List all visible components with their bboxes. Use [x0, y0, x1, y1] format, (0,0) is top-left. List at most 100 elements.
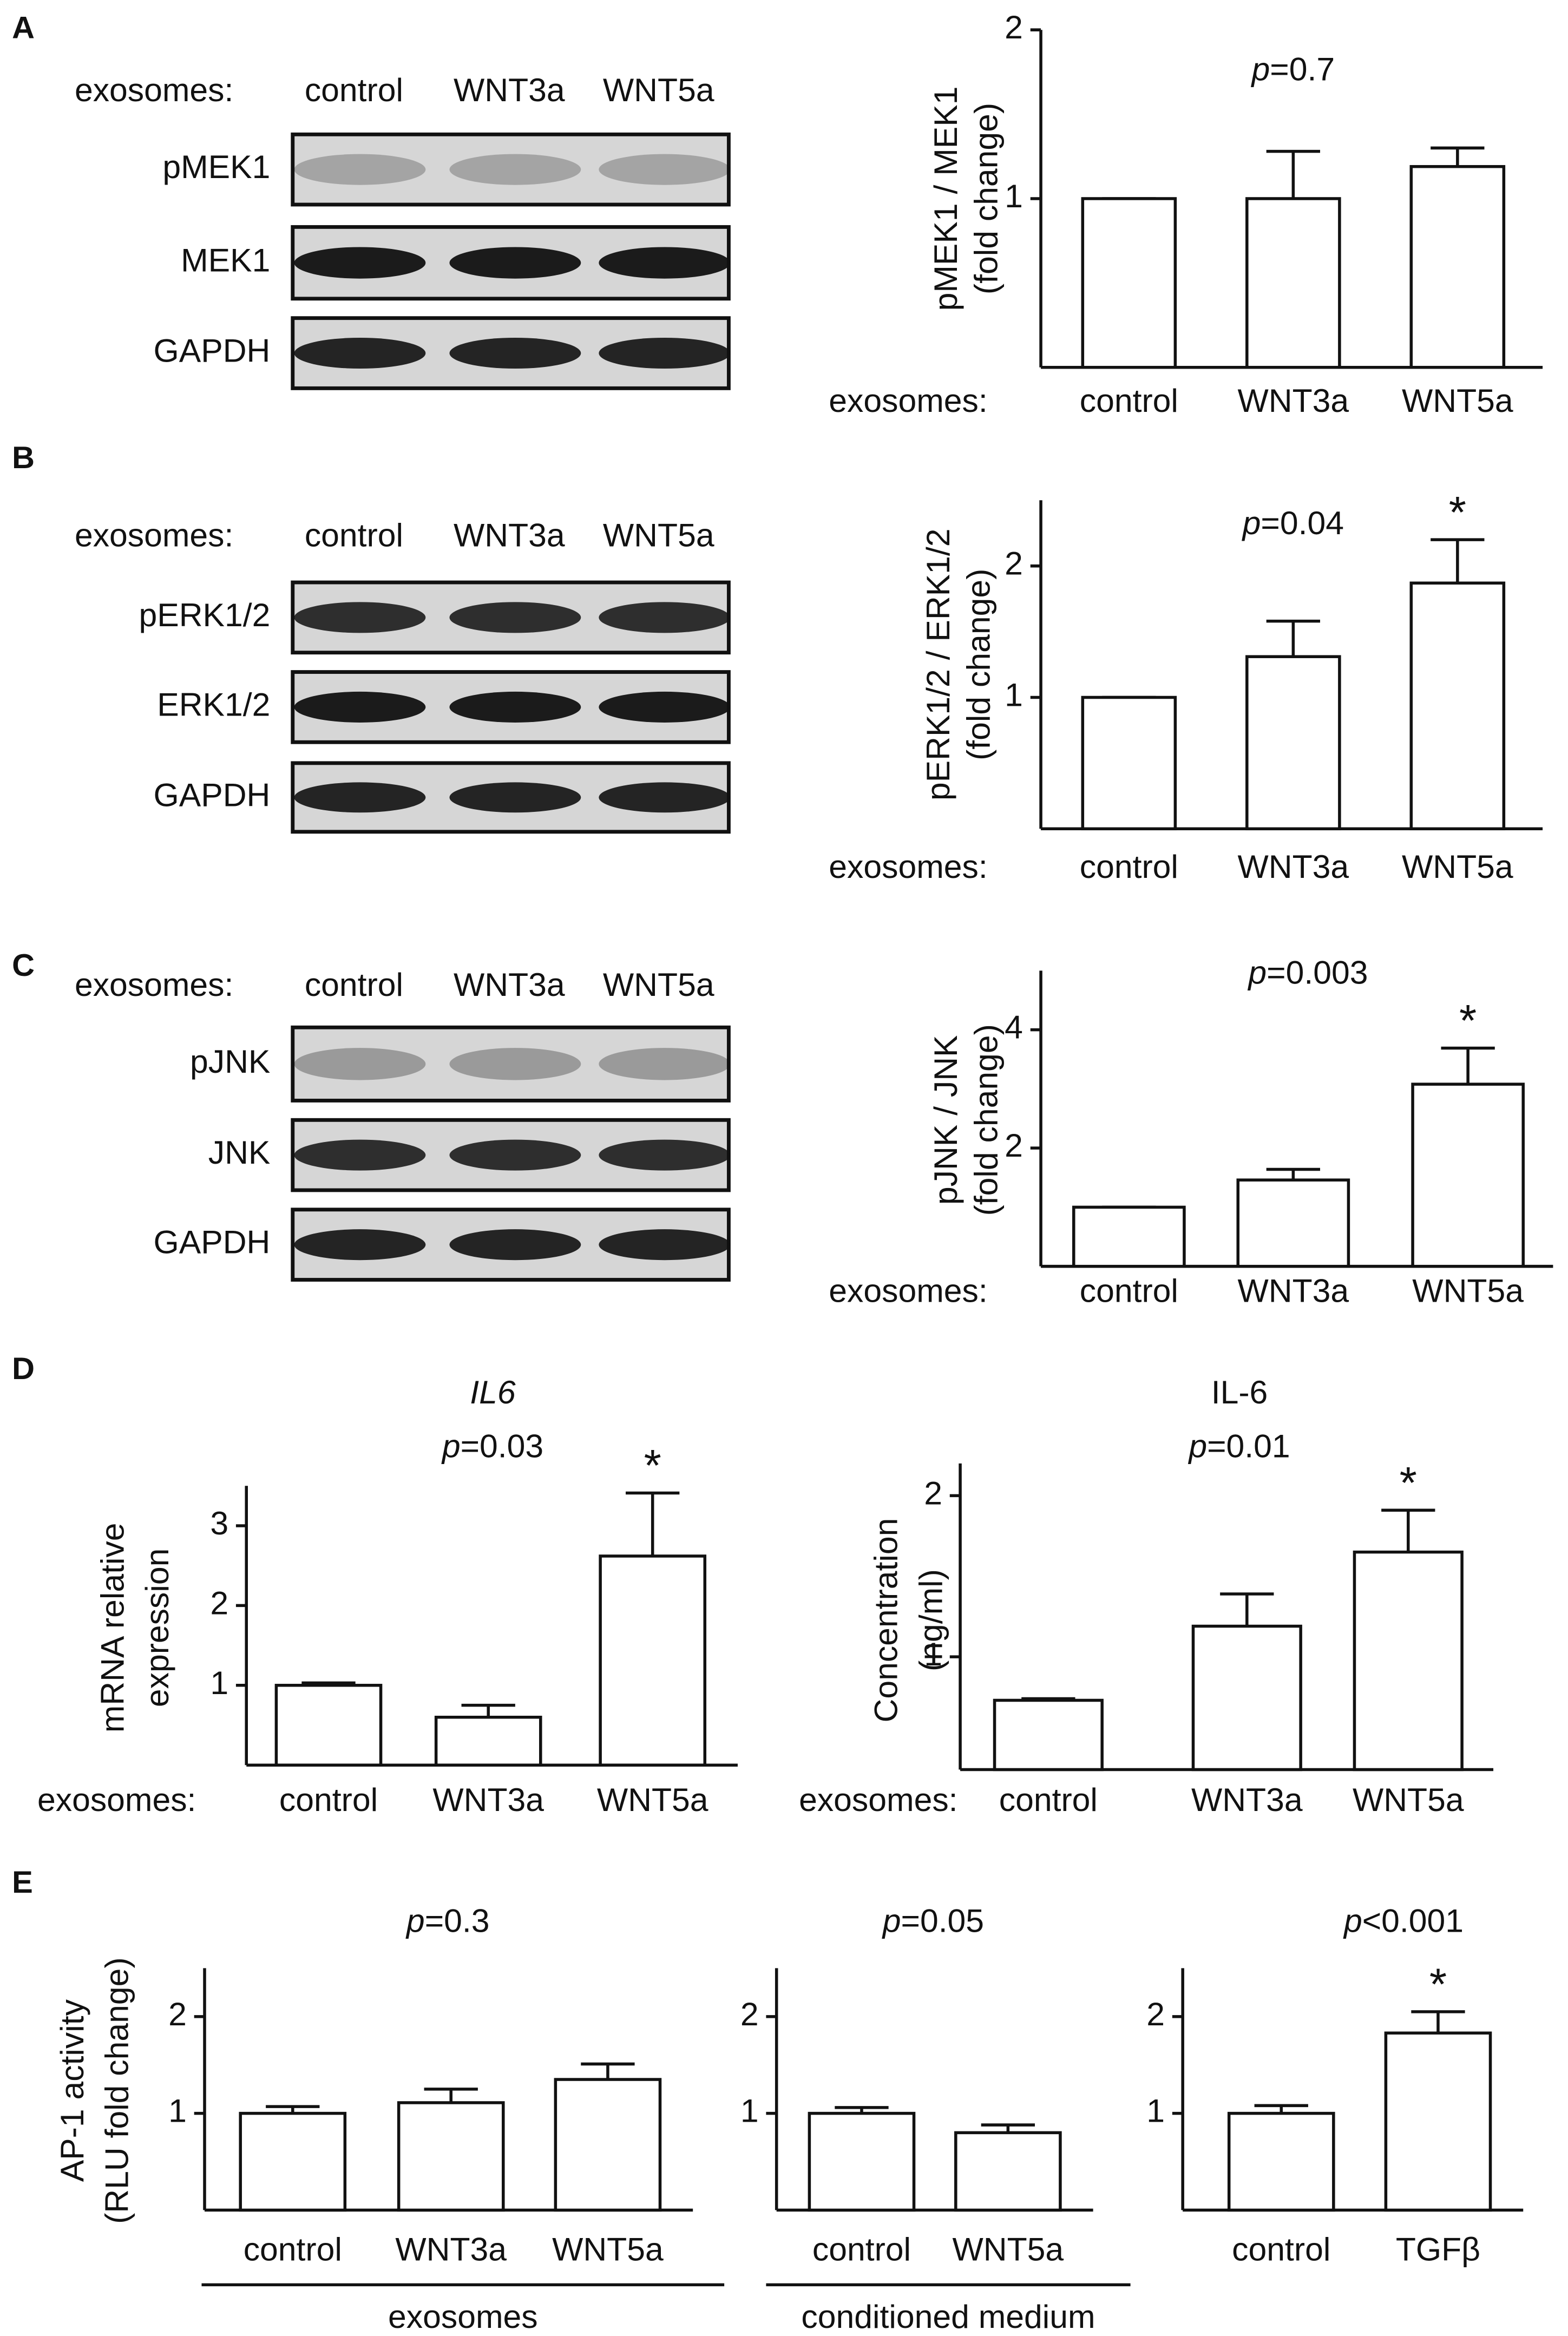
x-tick-label: control — [1232, 2231, 1330, 2268]
blot-header: exosomes: — [75, 71, 233, 108]
p-text: =0.04 — [1261, 504, 1344, 541]
blot-band — [599, 1229, 731, 1261]
row-label: pMEK1 — [162, 148, 270, 185]
y-label: Concentration — [868, 1518, 904, 1723]
blot-band — [294, 602, 426, 633]
y-tick-label: 2 — [168, 1996, 187, 2032]
p-symbol: p — [1251, 50, 1270, 87]
x-tick-label: control — [279, 1781, 378, 1818]
x-tick-label: WNT3a — [1237, 848, 1349, 885]
bar — [1227, 2111, 1335, 2212]
row-label: pJNK — [190, 1043, 270, 1080]
blot-band — [599, 691, 731, 723]
blot-band — [599, 154, 731, 185]
p-text: =0.003 — [1267, 954, 1368, 991]
bar — [954, 2131, 1062, 2212]
blot-band — [294, 1139, 426, 1171]
blot-band — [449, 782, 581, 813]
p-value: p<0.001 — [1343, 1902, 1464, 1939]
blot-band — [449, 691, 581, 723]
x-tick-label: control — [812, 2231, 911, 2268]
x-label: exosomes: — [799, 1781, 957, 1818]
p-value: p=0.01 — [1188, 1427, 1290, 1464]
blot-header: exosomes: — [75, 516, 233, 553]
y-tick-label: 4 — [1005, 1009, 1023, 1046]
p-value: p=0.04 — [1242, 504, 1344, 541]
x-tick-label: WNT3a — [395, 2231, 507, 2268]
bar — [1072, 1205, 1186, 1268]
y-label: (RLU fold change) — [99, 1957, 135, 2224]
p-text: =0.03 — [461, 1427, 544, 1464]
blot-band — [449, 1048, 581, 1080]
p-symbol: p — [1343, 1902, 1362, 1939]
x-tick-label: WNT3a — [1237, 382, 1349, 419]
blot-box — [291, 1025, 731, 1103]
bar — [434, 1715, 542, 1767]
bar — [1081, 695, 1177, 831]
bar — [808, 2111, 916, 2212]
lane-label: WNT5a — [603, 71, 714, 108]
row-label: MEK1 — [181, 242, 270, 279]
bar — [1081, 197, 1177, 369]
y-label: mRNA relative — [94, 1523, 130, 1733]
blot-band — [294, 1229, 426, 1261]
p-value: p=0.3 — [405, 1902, 490, 1939]
bar — [397, 2101, 505, 2212]
significance: * — [1459, 995, 1477, 1046]
blot-band — [294, 154, 426, 185]
p-symbol: p — [1247, 954, 1267, 991]
bar — [239, 2111, 347, 2212]
p-text: =0.7 — [1270, 50, 1335, 87]
y-label: AP-1 activity — [54, 1999, 90, 2182]
x-tick-label: WNT5a — [1402, 848, 1513, 885]
blot-band — [294, 691, 426, 723]
blot-band — [449, 337, 581, 369]
chart-title: IL-6 — [1211, 1374, 1268, 1410]
x-tick-label: control — [999, 1781, 1098, 1818]
blot-band — [294, 247, 426, 279]
y-tick-label: 1 — [1005, 178, 1023, 214]
bar — [554, 2078, 662, 2212]
blot-band — [449, 154, 581, 185]
row-label: ERK1/2 — [157, 686, 270, 723]
x-tick-label: WNT5a — [1402, 382, 1513, 419]
lane-label: WNT3a — [454, 71, 565, 108]
row-label: GAPDH — [154, 776, 271, 813]
y-tick-label: 2 — [740, 1996, 759, 2032]
blot-band — [599, 1048, 731, 1080]
p-symbol: p — [1188, 1427, 1207, 1464]
y-label: (fold change) — [960, 569, 997, 760]
p-value: p=0.03 — [441, 1427, 543, 1464]
y-label: (fold change) — [968, 103, 1005, 294]
bar — [1353, 1550, 1464, 1771]
x-tick-label: control — [1080, 848, 1178, 885]
p-value: p=0.7 — [1251, 50, 1335, 87]
y-tick-label: 1 — [1005, 677, 1023, 713]
p-text: <0.001 — [1362, 1902, 1464, 1939]
lane-label: WNT5a — [603, 966, 714, 1003]
group-label: conditioned medium — [801, 2298, 1095, 2335]
y-tick-label: 1 — [924, 1636, 942, 1672]
x-label: exosomes: — [829, 1272, 987, 1309]
x-tick-label: WNT5a — [1353, 1781, 1464, 1818]
y-tick-label: 1 — [1146, 2092, 1165, 2129]
lane-label: WNT3a — [454, 966, 565, 1003]
x-tick-label: WNT5a — [1412, 1272, 1524, 1309]
bar — [599, 1554, 707, 1767]
y-tick-label: 2 — [1146, 1996, 1165, 2032]
lane-label: control — [305, 71, 403, 108]
y-label: pMEK1 / MEK1 — [927, 87, 964, 311]
y-tick-label: 1 — [210, 1664, 228, 1701]
blot-band — [599, 337, 731, 369]
significance: * — [1449, 487, 1466, 537]
significance: * — [644, 1440, 661, 1491]
y-label: expression — [139, 1548, 175, 1707]
bar — [274, 1684, 383, 1767]
x-label: exosomes: — [37, 1781, 196, 1818]
x-label: exosomes: — [829, 382, 987, 419]
blot-band — [599, 602, 731, 633]
y-tick-label: 2 — [924, 1474, 942, 1511]
y-tick-label: 3 — [210, 1505, 228, 1541]
